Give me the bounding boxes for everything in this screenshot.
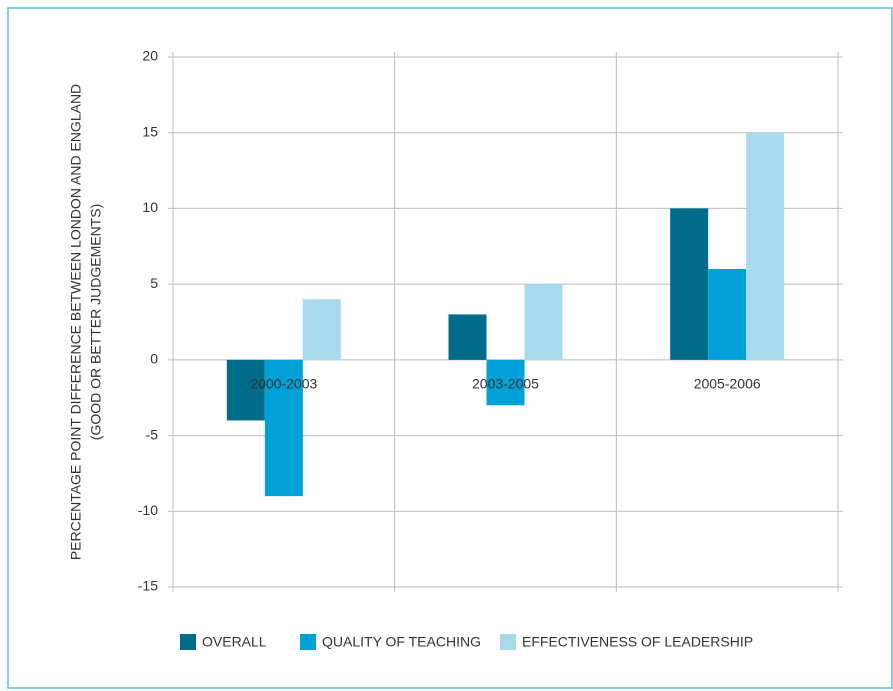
bar xyxy=(448,314,487,360)
legend-label: OVERALL xyxy=(202,634,267,650)
bar xyxy=(226,359,265,421)
bar xyxy=(670,208,709,360)
legend-swatch xyxy=(500,634,516,650)
frame xyxy=(7,7,893,689)
y-axis-label: (GOOD OR BETTER JUDGEMENTS) xyxy=(88,204,104,440)
y-tick-label: -5 xyxy=(146,426,159,442)
bar xyxy=(708,269,747,360)
bar xyxy=(486,359,525,406)
bar xyxy=(302,299,341,360)
bar xyxy=(524,284,563,360)
y-tick-label: 0 xyxy=(150,351,158,367)
y-axis-label: PERCENTAGE POINT DIFFERENCE BETWEEN LOND… xyxy=(68,84,84,560)
y-tick-label: 20 xyxy=(142,48,158,64)
y-tick-label: 5 xyxy=(150,275,158,291)
y-tick-label: -10 xyxy=(138,502,158,518)
x-tick-label: 2005-2006 xyxy=(694,376,761,392)
x-tick-label: 2000-2003 xyxy=(250,376,317,392)
y-tick-label: -15 xyxy=(138,578,158,594)
bar xyxy=(746,132,785,360)
legend-swatch xyxy=(180,634,196,650)
x-tick-label: 2003-2005 xyxy=(472,376,539,392)
y-tick-label: 15 xyxy=(142,123,158,139)
bar xyxy=(264,359,303,497)
y-tick-label: 10 xyxy=(142,199,158,215)
legend-swatch xyxy=(300,634,316,650)
legend-label: EFFECTIVENESS OF LEADERSHIP xyxy=(522,634,753,650)
legend-label: QUALITY OF TEACHING xyxy=(322,634,481,650)
